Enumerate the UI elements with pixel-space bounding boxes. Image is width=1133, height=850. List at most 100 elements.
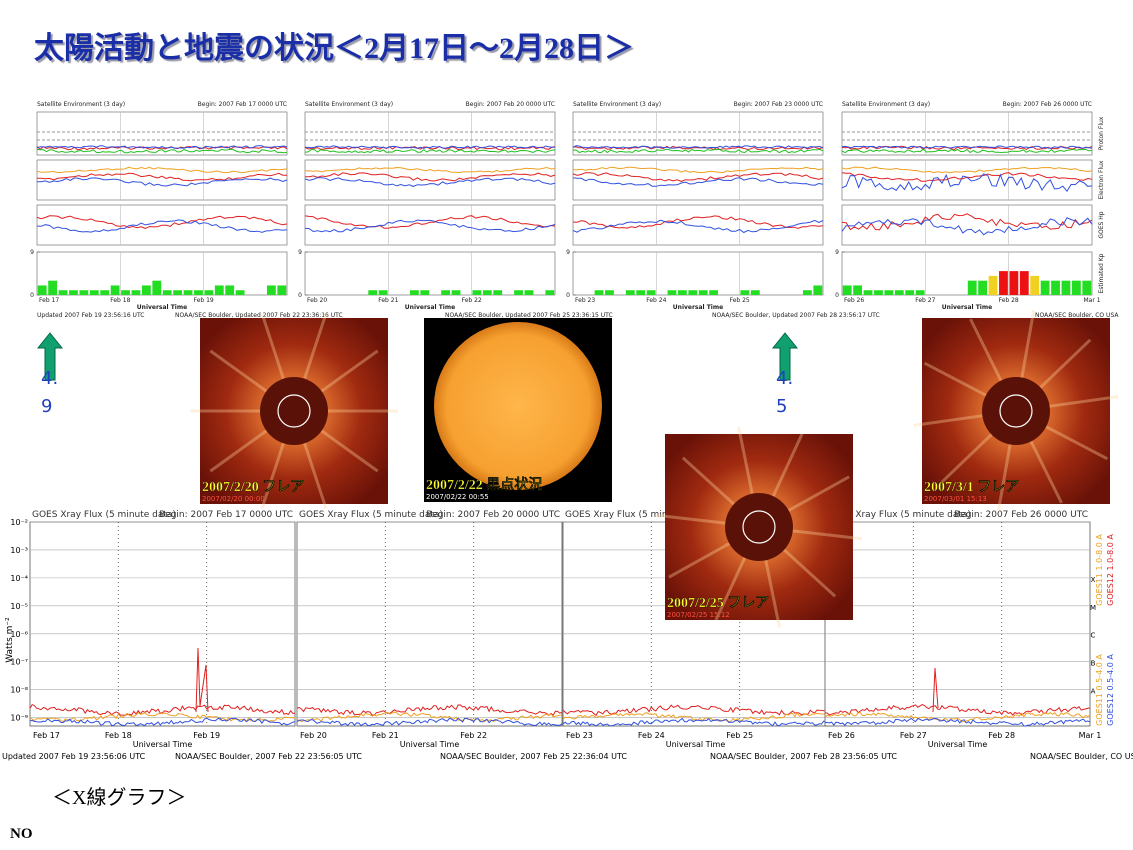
sun-ring [277, 394, 311, 428]
sun-ring [999, 394, 1033, 428]
kp-bar [58, 290, 68, 295]
trace [36, 145, 288, 149]
kp-bar [162, 290, 172, 295]
trace [304, 149, 556, 154]
flare-class: M [1090, 604, 1096, 612]
panel-header: GOES Xray Flux (5 minute data) [827, 510, 971, 520]
trace [572, 145, 824, 149]
subplot-frame [36, 111, 288, 156]
trace [572, 177, 824, 187]
panel-header: GOES Xray Flux (5 minute data) [299, 510, 443, 520]
image-caption: 2007/2/20 フレア [202, 480, 304, 495]
x-tick-label: Feb 17 [39, 297, 59, 304]
kp-bar [493, 290, 503, 295]
quake-magnitude: 4. [41, 368, 58, 389]
sun-ring [742, 510, 776, 544]
footer: NOAA/SEC Boulder, CO USA [1035, 312, 1119, 319]
slide-title: 太陽活動と地震の状況＜2月17日～2月28日＞ [34, 32, 634, 65]
panel-header: GOES Xray Flux (5 minute data) [565, 510, 709, 520]
panel-header: Begin: 2007 Feb 20 0000 UTC [426, 510, 560, 520]
image-caption: 2007/2/25 フレア [667, 596, 769, 611]
x-tick-label: Feb 24 [638, 731, 665, 740]
trace [573, 166, 824, 174]
image-stamp: 2007/02/20 00:00 [202, 495, 265, 503]
x-tick-label: Feb 18 [105, 731, 132, 740]
trace [36, 219, 288, 233]
trace [824, 717, 1091, 727]
trace [29, 711, 296, 723]
x-tick-label: Feb 20 [307, 297, 327, 304]
x-axis-label: Universal Time [405, 304, 455, 311]
arrow [771, 332, 799, 381]
image-caption: 2007/3/1 フレア [924, 480, 1019, 495]
trace [29, 717, 296, 727]
x-tick-label: Feb 19 [194, 297, 214, 304]
kp-bar [1009, 271, 1019, 295]
right-label: GOES Hp [1098, 211, 1105, 238]
footer: NOAA/SEC Boulder, 2007 Feb 22 23:56:05 U… [175, 752, 362, 761]
kp-bar [266, 285, 276, 295]
kp-bar [277, 285, 287, 295]
kp-bar [183, 290, 193, 295]
panel-header: Begin: 2007 Feb 17 0000 UTC [159, 510, 293, 520]
x-tick-label: Feb 25 [726, 731, 753, 740]
kp-bar [420, 290, 430, 295]
kp-tick-label: 0 [566, 292, 570, 299]
kp-bar [204, 290, 214, 295]
subplot-frame [841, 204, 1093, 246]
trace [562, 704, 829, 717]
kp-tick-label: 0 [835, 292, 839, 299]
right-label: Estimated Kp [1098, 253, 1105, 293]
panel-header: Satellite Environment (3 day) [305, 101, 393, 108]
right-label: Proton Flux [1098, 116, 1105, 150]
kp-bar [1030, 275, 1040, 295]
kp-bar [524, 290, 534, 295]
trace [36, 145, 288, 151]
trace [305, 172, 556, 182]
kp-bar [874, 290, 883, 295]
note: NO [10, 826, 33, 842]
kp-bar [37, 285, 47, 295]
x-tick-label: Feb 26 [828, 731, 855, 740]
x-tick-label: Feb 20 [300, 731, 327, 740]
kp-bar [999, 271, 1008, 295]
x-tick-label: Feb 27 [915, 297, 935, 304]
kp-bar [978, 280, 988, 295]
y-tick-label: 10⁻² [10, 518, 28, 527]
kp-bar [378, 290, 388, 295]
trace [304, 145, 556, 149]
y-tick-label: 10⁻⁸ [10, 686, 28, 695]
y-tick-label: 10⁻⁹ [10, 714, 28, 723]
flare-class: X [1091, 576, 1096, 584]
x-tick-label: Mar 1 [1083, 297, 1100, 304]
kp-bar [545, 290, 555, 295]
kp-bar [194, 290, 203, 295]
kp-bar [472, 290, 482, 295]
kp-bar [915, 290, 925, 295]
quake-magnitude: 5 [776, 396, 787, 417]
y-tick-label: 10⁻⁶ [10, 630, 28, 639]
kp-bar [884, 290, 894, 295]
kp-bar [988, 275, 998, 295]
kp-tick-label: 0 [30, 292, 34, 299]
footer: NOAA/SEC Boulder, CO USA [1030, 752, 1133, 761]
panel-header: Satellite Environment (3 day) [842, 101, 930, 108]
footer: Updated 2007 Feb 19 23:56:16 UTC [37, 312, 144, 319]
y-tick-label: 10⁻³ [10, 546, 28, 555]
kp-tick-label: 9 [298, 249, 302, 256]
trace [841, 166, 1093, 174]
x-axis-label: Universal Time [673, 304, 723, 311]
trace [296, 704, 563, 717]
flare-spike [195, 647, 209, 713]
trace [36, 148, 288, 154]
kp-bar [131, 290, 141, 295]
footer: NOAA/SEC Boulder, 2007 Feb 28 23:56:05 U… [710, 752, 897, 761]
trace [572, 172, 824, 182]
footer: NOAA/SEC Boulder, Updated 2007 Feb 22 23… [175, 312, 343, 319]
y-tick-label: 10⁻⁵ [10, 602, 28, 611]
panel-header: Satellite Environment (3 day) [37, 101, 125, 108]
